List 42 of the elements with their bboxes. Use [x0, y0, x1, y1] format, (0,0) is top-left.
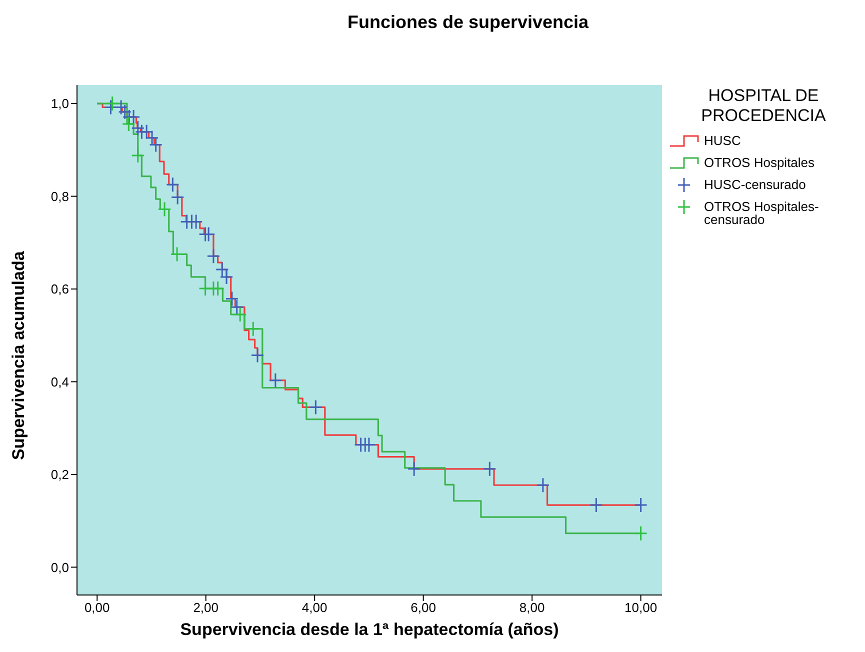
x-tick-label: 0,00: [84, 600, 110, 616]
point: [482, 461, 496, 477]
point: [407, 461, 421, 477]
point: [131, 120, 145, 136]
y-tick-label: 1,0: [50, 96, 69, 112]
legend-label: OTROS Hospitales-censurado: [704, 198, 820, 227]
x-axis-title: Supervivencia desde la 1ª hepatectomía (años): [180, 620, 559, 639]
point: [589, 497, 603, 513]
x-tick-label: 4,00: [302, 600, 328, 616]
point: [131, 148, 145, 164]
legend-label: HUSC-censurado: [704, 176, 806, 192]
point: [170, 246, 184, 262]
point: [106, 96, 120, 112]
point: [246, 321, 260, 337]
point: [634, 526, 648, 542]
legend-label: OTROS Hospitales: [704, 154, 815, 170]
point: [104, 100, 118, 116]
y-tick-label: 0,6: [50, 282, 69, 297]
y-axis-title: Supervivencia acumulada: [9, 250, 28, 460]
point: [536, 477, 550, 493]
point: [170, 189, 184, 205]
point: [233, 306, 247, 322]
point: [308, 399, 322, 415]
y-tick-label: 0,2: [50, 467, 69, 482]
point: [166, 176, 180, 192]
point: [211, 280, 225, 296]
point: [268, 372, 282, 388]
point: [122, 116, 136, 132]
point: [206, 248, 220, 264]
chart-title: Funciones de supervivencia: [346, 12, 590, 33]
x-tick-label: 10,00: [624, 600, 658, 616]
y-tick-label: 0,4: [50, 374, 69, 390]
point: [158, 202, 172, 218]
point: [634, 497, 648, 513]
point: [250, 348, 264, 364]
legend-label: HUSC: [704, 132, 741, 148]
x-tick-label: 6,00: [410, 600, 436, 616]
y-tick-label: 0,8: [50, 188, 69, 204]
legend-title: HOSPITAL DE PROCEDENCIA: [700, 86, 827, 126]
y-tick-label: 0,0: [50, 560, 69, 575]
x-tick-label: 2,00: [193, 600, 219, 616]
x-tick-label: 8,00: [519, 600, 545, 616]
